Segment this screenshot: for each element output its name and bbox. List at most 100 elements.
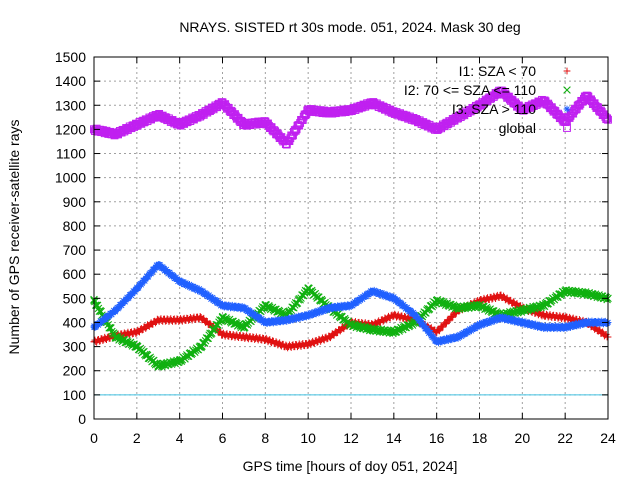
x-tick-label: 18: [472, 430, 488, 446]
data-point-fill: [413, 312, 421, 320]
data-point: [154, 111, 163, 119]
series-1: [90, 291, 612, 352]
data-point-fill: [512, 316, 520, 324]
data-point-fill: [374, 288, 382, 296]
data-point-fill: [397, 299, 405, 307]
data-point: [540, 311, 548, 319]
data-point-fill: [228, 301, 236, 309]
data-point-fill: [417, 317, 425, 325]
data-point-fill: [438, 338, 446, 346]
data-point: [476, 321, 483, 329]
data-point: [283, 316, 291, 324]
data-point: [154, 362, 163, 370]
legend-marker: [563, 105, 571, 113]
legend-marker: [563, 86, 571, 94]
data-point-fill: [572, 320, 580, 328]
data-point: [197, 111, 205, 119]
data-point-fill: [448, 336, 456, 344]
data-point: [219, 302, 226, 309]
data-point-fill: [481, 320, 489, 328]
data-point: [583, 319, 590, 326]
series-3: [90, 261, 612, 347]
data-point-fill: [407, 307, 415, 315]
x-tick-label: 24: [600, 430, 616, 446]
data-point-fill: [135, 284, 143, 292]
data-point: [411, 311, 419, 319]
data-point-fill: [473, 322, 481, 329]
data-point-fill: [576, 321, 584, 329]
data-point-fill: [316, 309, 324, 317]
y-tick-label: 1400: [55, 73, 86, 89]
data-point-fill: [98, 319, 106, 326]
data-point: [390, 294, 398, 302]
data-point-fill: [248, 308, 256, 316]
data-point: [133, 328, 141, 336]
data-point-fill: [212, 296, 220, 304]
data-point-fill: [423, 324, 431, 332]
data-point: [497, 314, 505, 322]
data-point: [175, 357, 184, 365]
data-point-fill: [186, 281, 193, 288]
x-tick-label: 4: [176, 430, 184, 446]
data-point-fill: [532, 320, 540, 328]
data-point-fill: [99, 316, 107, 324]
data-point-fill: [170, 272, 177, 280]
data-point: [219, 331, 226, 338]
data-point: [390, 328, 398, 336]
data-point-fill: [321, 305, 329, 313]
data-point-fill: [162, 266, 170, 273]
y-axis-label: Number of GPS receiver-satellite rays: [6, 120, 22, 355]
data-point-fill: [471, 325, 479, 332]
data-point-fill: [352, 299, 360, 307]
data-point: [240, 323, 248, 332]
y-tick-label: 1200: [55, 121, 86, 137]
data-point: [112, 307, 119, 314]
data-point-fill: [191, 285, 199, 293]
data-point-fill: [598, 317, 606, 325]
data-point-fill: [189, 282, 197, 290]
data-point: [240, 333, 248, 341]
data-point-fill: [226, 302, 234, 310]
data-point-fill: [215, 298, 223, 306]
data-point: [282, 139, 291, 148]
y-tick-label: 500: [63, 290, 87, 306]
data-point-fill: [586, 320, 594, 328]
data-point: [432, 125, 441, 134]
data-point: [561, 118, 570, 127]
data-point-fill: [567, 324, 574, 331]
data-point-fill: [205, 291, 213, 299]
data-point-fill: [400, 301, 408, 309]
x-tick-label: 6: [219, 430, 227, 446]
x-axis-label: GPS time [hours of doy 051, 2024]: [243, 458, 458, 474]
data-point: [176, 316, 184, 324]
data-point: [518, 106, 527, 114]
data-point: [133, 285, 141, 293]
y-tick-label: 1000: [55, 170, 86, 186]
legend-label: I3: SZA > 110: [452, 101, 536, 117]
data-point-fill: [278, 316, 286, 324]
data-point: [454, 333, 462, 341]
data-point-fill: [427, 329, 434, 337]
data-point: [582, 289, 591, 298]
data-point-fill: [163, 268, 171, 276]
data-point: [432, 296, 441, 305]
data-point-fill: [551, 324, 558, 332]
data-point-fill: [483, 305, 492, 313]
data-point-fill: [131, 288, 139, 296]
y-tick-label: 1500: [55, 49, 86, 65]
data-point: [518, 306, 527, 315]
data-point: [411, 115, 420, 124]
series-4: [90, 86, 612, 149]
y-tick-label: 400: [63, 314, 87, 330]
data-point: [111, 130, 120, 139]
data-point: [389, 108, 398, 117]
y-tick-label: 700: [63, 242, 87, 258]
data-point-fill: [359, 295, 367, 303]
legend-label: I2: 70 <= SZA <= 110: [404, 82, 536, 98]
data-point-fill: [223, 315, 231, 324]
data-point-fill: [141, 277, 149, 285]
data-point: [240, 120, 248, 129]
data-point: [304, 106, 313, 114]
data-point: [111, 333, 120, 341]
